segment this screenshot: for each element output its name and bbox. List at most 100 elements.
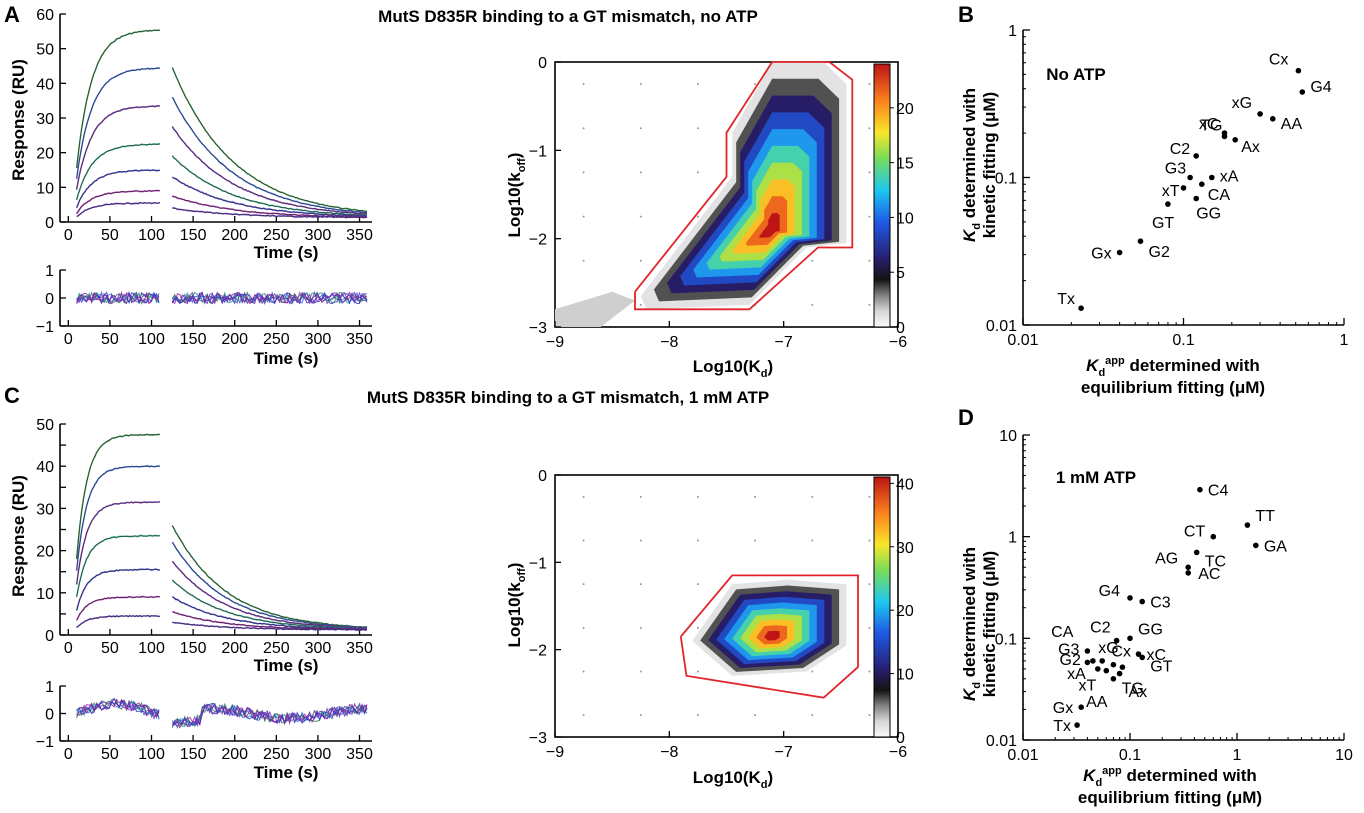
point-label: TG	[1200, 117, 1222, 134]
x-tick-label: 250	[263, 746, 290, 763]
y-tick-label: −2	[529, 643, 547, 660]
point-label: AA	[1281, 116, 1303, 133]
x-tick-label: 300	[305, 331, 332, 348]
association-curve	[75, 67, 161, 179]
y-tick-label: 1	[45, 263, 54, 280]
grid-dot	[754, 714, 757, 717]
point-label: G3	[1165, 161, 1186, 178]
x-tick-label: 250	[263, 227, 290, 244]
dissociation-fit	[172, 579, 368, 629]
colorbar-tick-label: 40	[896, 476, 914, 493]
x-tick-label: 200	[221, 640, 248, 657]
dissociation-curve	[171, 126, 368, 215]
dissociation-fit	[171, 126, 368, 215]
y-tick-label: 0	[538, 468, 547, 485]
x-tick-label: 0	[64, 746, 73, 763]
association-curve	[76, 189, 160, 215]
y-tick-label: 60	[36, 7, 54, 24]
point-label: GA	[1264, 538, 1287, 555]
point-label: TC	[1205, 553, 1226, 570]
data-point	[1110, 661, 1117, 668]
data-point	[1078, 305, 1084, 312]
x-tick-label: 50	[101, 640, 119, 657]
colorbar-tick-label: 10	[896, 667, 914, 684]
panel-letter-a: A	[4, 2, 20, 27]
grid-dot	[639, 127, 642, 130]
x-tick-label: 100	[138, 746, 165, 763]
dissociation-curve	[171, 525, 368, 628]
grid-dot	[582, 495, 585, 498]
x-tick-label: −6	[889, 334, 907, 351]
grid-dot	[639, 259, 642, 262]
dissociation-fit	[172, 155, 368, 216]
y-tick-label: 20	[36, 146, 54, 163]
x-tick-label: 300	[305, 640, 332, 657]
association-curve	[75, 534, 161, 597]
svg-text:kinetic fitting (μM): kinetic fitting (μM)	[980, 92, 999, 238]
association-fit	[76, 67, 160, 179]
grid-dot	[582, 83, 585, 86]
grid-dot	[868, 303, 871, 306]
colorbar-tick-label: 5	[896, 265, 905, 282]
y-tick-label: 0.01	[986, 318, 1017, 335]
point-label: Tx	[1057, 291, 1075, 308]
grid-dot	[696, 714, 699, 717]
y-tick-label: 0.01	[986, 733, 1017, 750]
data-point	[1257, 111, 1263, 117]
x-tick-label: 0.1	[1172, 332, 1194, 349]
data-point	[1084, 648, 1091, 654]
data-point	[1116, 249, 1123, 256]
x-tick-label: 100	[138, 640, 165, 657]
point-label: Tx	[1053, 718, 1071, 735]
panel-c-xlabel: Time (s)	[254, 656, 319, 675]
data-point	[1180, 185, 1187, 191]
x-tick-label: 150	[180, 746, 207, 763]
point-label: TT	[1255, 508, 1275, 525]
y-tick-label: 10	[36, 180, 54, 197]
y-tick-label: 0.1	[995, 171, 1017, 188]
panel-a-sensorgram: 0 10 20 30 40 50 60 0 50 100 150 200 250 300 350	[36, 7, 373, 244]
y-tick-label: −3	[529, 730, 547, 747]
x-tick-label: 200	[221, 331, 248, 348]
grid-dot	[696, 215, 699, 218]
dissociation-fit	[172, 195, 368, 218]
grid-dot	[639, 583, 642, 586]
residual-trace	[171, 291, 368, 305]
association-fit	[76, 465, 160, 571]
grid-dot	[754, 539, 757, 542]
y-tick-label: −1	[529, 555, 547, 572]
x-tick-label: 250	[263, 331, 290, 348]
dissociation-fit	[172, 176, 368, 217]
grid-dot	[639, 626, 642, 629]
panel-c-residuals: −1 0 1 0 50 100 150 200 250 300 350	[36, 679, 373, 763]
x-tick-label: −7	[775, 744, 793, 761]
x-tick-label: 150	[180, 331, 207, 348]
panel-c-ylabel: Response (RU)	[9, 475, 28, 597]
y-tick-label: 30	[36, 501, 54, 518]
point-label: xC	[1199, 116, 1219, 133]
panel-c-title: MutS D835R binding to a GT mismatch, 1 m…	[367, 388, 769, 407]
dissociation-fit	[172, 621, 368, 631]
colorbar-tick-label: 0	[896, 320, 905, 337]
data-point	[1135, 651, 1142, 657]
point-label: xT	[1162, 183, 1180, 200]
colorbar-tick-label: 20	[896, 101, 914, 118]
data-point	[1299, 89, 1306, 95]
point-label: Gx	[1091, 246, 1111, 263]
y-tick-label: 40	[36, 459, 54, 476]
fit-boundary	[634, 61, 854, 311]
grid-dot	[696, 539, 699, 542]
grid-dot	[639, 215, 642, 218]
y-tick-label: 10	[36, 586, 54, 603]
point-label: AA	[1086, 694, 1108, 711]
data-point	[1139, 598, 1145, 605]
dissociation-curve	[171, 96, 368, 214]
panel-letter-b: B	[958, 2, 974, 27]
data-point	[1137, 238, 1144, 244]
point-label: AC	[1198, 566, 1220, 583]
y-tick-label: 0	[45, 291, 54, 308]
panel-d-ylabel: Kd determined with kinetic fitting (μM)	[960, 547, 999, 701]
data-point	[1295, 67, 1302, 74]
x-tick-label: 300	[305, 227, 332, 244]
dissociation-fit	[172, 207, 368, 218]
